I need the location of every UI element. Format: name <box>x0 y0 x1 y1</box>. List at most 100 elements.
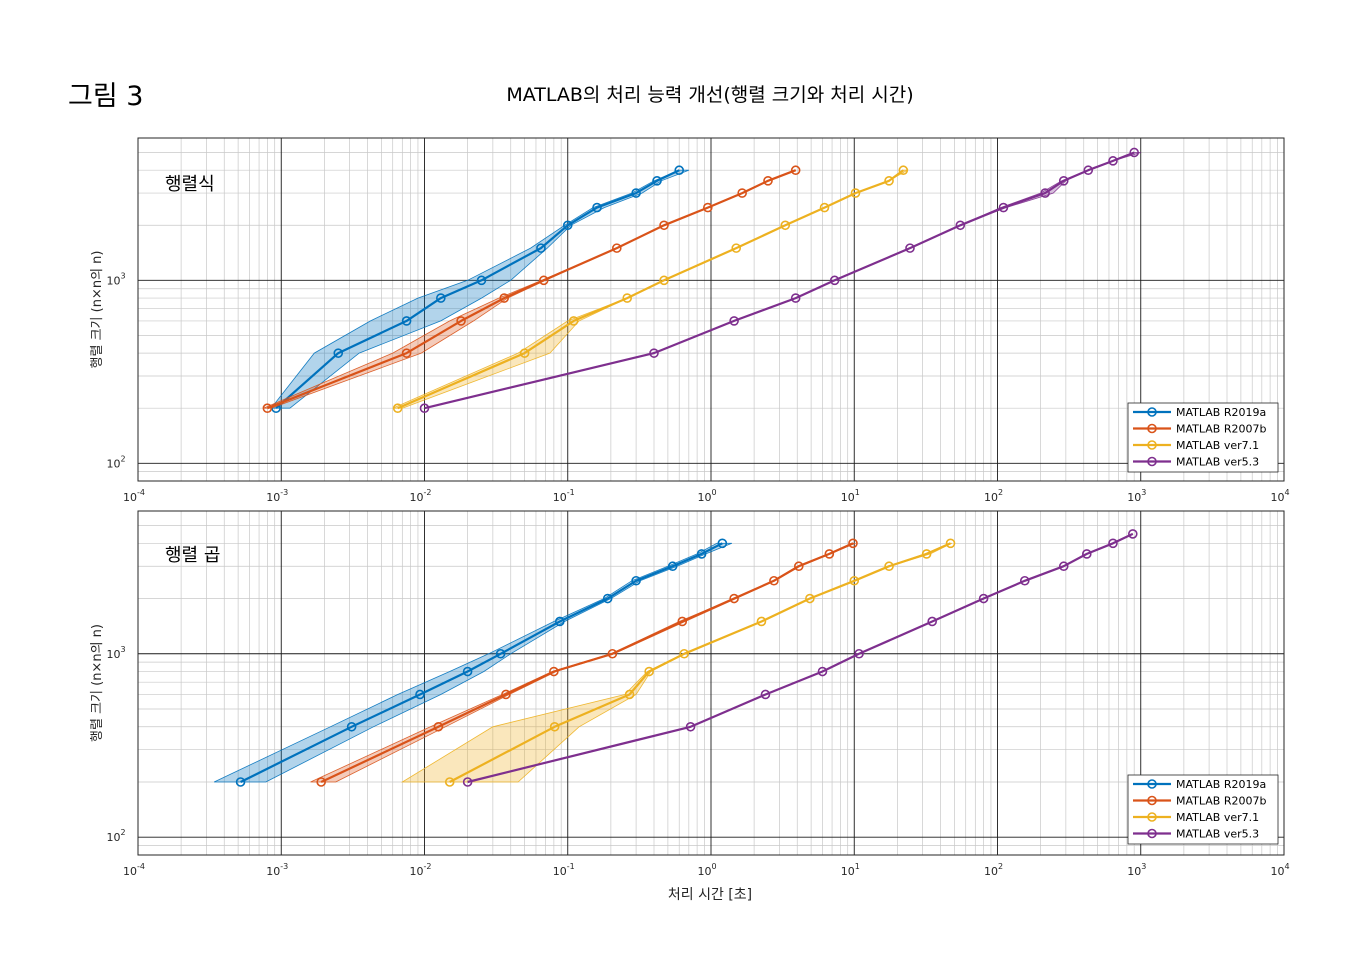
data-point <box>607 648 618 659</box>
data-point <box>1058 176 1069 186</box>
x-tick-label: 104 <box>1270 862 1289 878</box>
data-point <box>499 293 509 303</box>
data-point <box>1127 529 1138 539</box>
x-tick-label: 10-4 <box>123 488 145 504</box>
data-point <box>401 348 412 358</box>
data-point <box>1108 538 1118 549</box>
data-point <box>333 348 344 358</box>
data-point <box>679 648 689 659</box>
x-axis-label: 처리 시간 [초] <box>668 887 752 903</box>
axes-box <box>137 137 1285 482</box>
data-point <box>1083 165 1094 176</box>
data-point <box>884 176 894 186</box>
data-point <box>978 593 989 604</box>
data-point <box>731 243 742 253</box>
legend-entry: MATLAB ver5.3 <box>1133 456 1259 469</box>
data-point <box>703 202 713 213</box>
legend-entry: MATLAB R2007b <box>1133 423 1266 436</box>
axes-box <box>137 510 1285 856</box>
legend-entry: MATLAB R2019a <box>1133 406 1266 419</box>
data-point <box>631 575 641 586</box>
data-point <box>945 538 956 549</box>
legend-marker <box>1147 407 1157 417</box>
legend-label: MATLAB ver5.3 <box>1176 828 1259 841</box>
series-line <box>275 169 680 410</box>
legend-label: MATLAB R2007b <box>1176 795 1266 808</box>
series-matlab-r2019a <box>270 165 689 414</box>
data-point <box>674 165 685 176</box>
series-matlab-r2007b <box>262 165 801 414</box>
legend-marker <box>1147 795 1157 806</box>
legend-label: MATLAB ver7.1 <box>1176 811 1259 824</box>
data-point <box>729 593 739 604</box>
y-tick-label: 103 <box>106 271 125 287</box>
data-point <box>392 403 403 414</box>
x-tick-label: 101 <box>841 862 860 878</box>
y-tick-label: 102 <box>106 454 125 470</box>
x-tick-label: 10-2 <box>410 488 432 504</box>
data-point <box>696 549 707 559</box>
data-point <box>495 648 506 659</box>
data-point <box>685 721 696 732</box>
legend-marker <box>1147 440 1157 450</box>
legend-marker <box>1147 423 1157 434</box>
data-point <box>1040 188 1050 198</box>
data-point <box>819 202 830 213</box>
data-point <box>717 538 728 549</box>
x-tick-label: 10-3 <box>266 488 288 504</box>
legend-entry: MATLAB ver5.3 <box>1133 828 1259 841</box>
series-matlab-ver7-1 <box>400 538 956 787</box>
legend-marker <box>1147 779 1157 789</box>
x-tick-label: 10-1 <box>553 862 575 878</box>
y-tick-label: 103 <box>106 645 125 661</box>
data-point <box>824 549 835 559</box>
data-point <box>235 777 246 787</box>
y-axis-label: 행렬 크기 (n×n의 n) <box>89 624 105 742</box>
data-point <box>898 165 909 176</box>
legend: MATLAB R2019a MATLAB R2007b MATLAB ver7.1 M… <box>1127 774 1279 845</box>
x-tick-label: 103 <box>1127 488 1146 504</box>
data-point <box>667 561 678 572</box>
series-line <box>397 169 904 410</box>
data-point <box>1108 156 1118 166</box>
data-point <box>419 403 430 414</box>
data-point <box>554 616 565 627</box>
data-point <box>649 348 659 358</box>
data-point <box>501 689 511 700</box>
y-tick-labels: 102 103 <box>106 271 125 470</box>
legend-entry: MATLAB R2019a <box>1133 778 1266 791</box>
data-point <box>436 293 446 303</box>
series-line <box>240 542 723 783</box>
data-point <box>677 616 688 627</box>
x-tick-label: 100 <box>697 488 716 504</box>
data-point <box>401 316 412 326</box>
data-point <box>829 275 840 286</box>
data-point <box>1019 575 1030 586</box>
data-point <box>519 348 530 358</box>
data-point <box>476 275 487 286</box>
y-axis-label: 행렬 크기 (n×n의 n) <box>89 251 105 369</box>
x-tick-label: 101 <box>841 488 860 504</box>
figure-title: MATLAB의 처리 능력 개선(행렬 크기와 처리 시간) <box>506 84 914 106</box>
x-tick-label: 103 <box>1127 862 1146 878</box>
data-point <box>737 188 747 198</box>
x-tick-label: 10-1 <box>553 488 575 504</box>
series-matlab-ver5-3 <box>419 147 1141 414</box>
panel-title: 행렬식 <box>165 174 215 195</box>
legend-label: MATLAB ver7.1 <box>1176 439 1259 452</box>
legend-marker <box>1147 812 1157 822</box>
data-point <box>592 202 602 213</box>
data-point <box>905 243 915 253</box>
data-point <box>622 293 632 303</box>
legend-label: MATLAB R2007b <box>1176 423 1266 436</box>
series-matlab-ver7-1 <box>392 165 909 414</box>
data-point <box>793 561 804 572</box>
x-tick-label: 104 <box>1270 488 1289 504</box>
data-point <box>854 648 864 659</box>
y-tick-labels: 102 103 <box>106 645 125 844</box>
x-tick-label: 100 <box>697 862 716 878</box>
legend: MATLAB R2019a MATLAB R2007b MATLAB ver7.1 M… <box>1127 402 1279 473</box>
data-point <box>921 549 932 559</box>
data-point <box>998 202 1009 213</box>
data-point <box>433 721 444 732</box>
